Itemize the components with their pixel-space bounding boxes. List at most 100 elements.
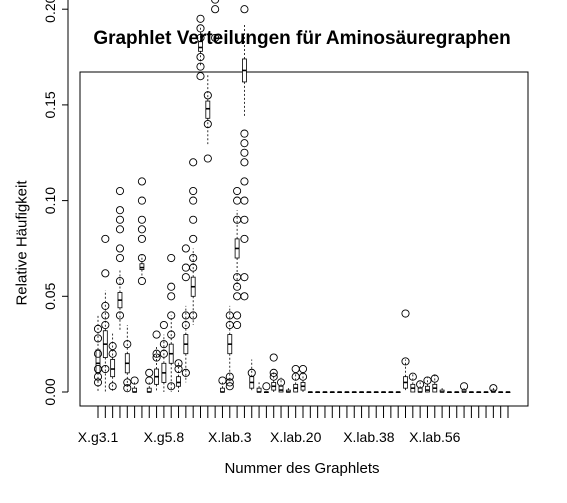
outlier-point (115, 276, 125, 286)
outlier-point (167, 292, 176, 301)
outlier-point (181, 368, 190, 377)
outlier-point (247, 368, 256, 377)
outlier-point (130, 376, 139, 385)
outlier-point (189, 311, 198, 320)
outlier-point (167, 253, 176, 263)
outlier-point (240, 196, 249, 205)
outlier-point (401, 357, 410, 366)
outlier-point (196, 62, 205, 71)
outlier-point (101, 269, 110, 278)
box (139, 263, 145, 270)
outlier-point (276, 378, 286, 387)
outlier-point (101, 364, 110, 374)
outlier-point (167, 330, 176, 339)
box (176, 376, 181, 387)
outlier-point (152, 330, 161, 339)
outlier-point (298, 372, 308, 381)
outlier-point (262, 382, 271, 391)
outlier-point (145, 368, 154, 377)
outlier-point (101, 311, 110, 320)
outlier-point (211, 33, 220, 42)
y-tick-label: 0.00 (42, 378, 58, 405)
outlier-point (203, 91, 212, 100)
outlier-point (240, 5, 249, 14)
outlier-point (189, 215, 198, 224)
box (278, 385, 284, 393)
x-tick-label: X.g3.1 (78, 429, 119, 445)
outlier-point (233, 196, 242, 205)
outlier-point (240, 215, 249, 224)
outlier-point (189, 234, 198, 243)
outlier-point (93, 378, 103, 387)
outlier-point (115, 311, 125, 320)
outlier-point (181, 320, 190, 330)
outlier-point (269, 353, 278, 362)
outlier-point (460, 382, 469, 391)
outlier-point (298, 364, 308, 374)
outlier-point (233, 311, 242, 320)
outlier-point (115, 206, 125, 215)
outlier-point (101, 301, 110, 310)
outlier-point (211, 5, 220, 14)
outlier-point (269, 372, 278, 381)
box (205, 100, 211, 119)
outlier-point (123, 384, 132, 393)
outlier-point (137, 177, 146, 186)
outlier-point (240, 139, 249, 148)
outlier-point (167, 282, 176, 291)
outlier-point (159, 349, 168, 358)
outlier-point (159, 320, 168, 330)
outlier-point (167, 311, 176, 320)
outlier-point (189, 158, 198, 167)
chart-title: Graphlet Verteilungen für Aminosäuregrap… (93, 28, 511, 49)
outlier-point (401, 309, 410, 318)
outlier-point (225, 378, 234, 387)
outlier-point (115, 225, 125, 234)
outlier-point (159, 340, 168, 349)
outlier-point (174, 364, 183, 374)
y-tick-label: 0.05 (42, 282, 58, 309)
outlier-point (233, 282, 242, 291)
outlier-point (115, 244, 125, 253)
outlier-point (240, 273, 249, 282)
outlier-point (203, 154, 212, 163)
outlier-point (416, 380, 425, 389)
outlier-point (196, 14, 205, 23)
outlier-point (423, 376, 432, 385)
outlier-point (137, 253, 146, 263)
box (110, 359, 116, 378)
outlier-point (93, 324, 103, 333)
outlier-point (489, 384, 498, 393)
outlier-point (174, 359, 183, 368)
outlier-point (123, 378, 132, 387)
outlier-point (211, 0, 220, 4)
outlier-point (269, 368, 278, 377)
outlier-point (152, 353, 161, 362)
box (425, 385, 430, 393)
outlier-point (108, 342, 117, 351)
outlier-point (167, 382, 176, 391)
outlier-point (137, 215, 146, 224)
outlier-point (233, 320, 242, 330)
outlier-point (101, 234, 110, 243)
y-tick-label: 0.15 (42, 91, 58, 118)
outlier-point (137, 196, 146, 205)
outlier-point (196, 53, 205, 62)
plot-frame (79, 71, 529, 407)
outlier-point (145, 376, 154, 385)
outlier-point (240, 292, 249, 301)
outlier-point (225, 382, 234, 391)
outlier-point (240, 158, 249, 167)
outlier-point (181, 273, 190, 282)
outlier-point (181, 244, 190, 253)
outlier-point (196, 72, 205, 81)
y-tick-label: 0.10 (42, 187, 58, 214)
outlier-point (123, 340, 132, 349)
x-tick-label: X.lab.56 (409, 429, 461, 445)
y-tick-label: 0.20 (42, 0, 58, 23)
outlier-point (137, 276, 146, 286)
outlier-point (218, 376, 227, 385)
outlier-point (93, 334, 103, 343)
